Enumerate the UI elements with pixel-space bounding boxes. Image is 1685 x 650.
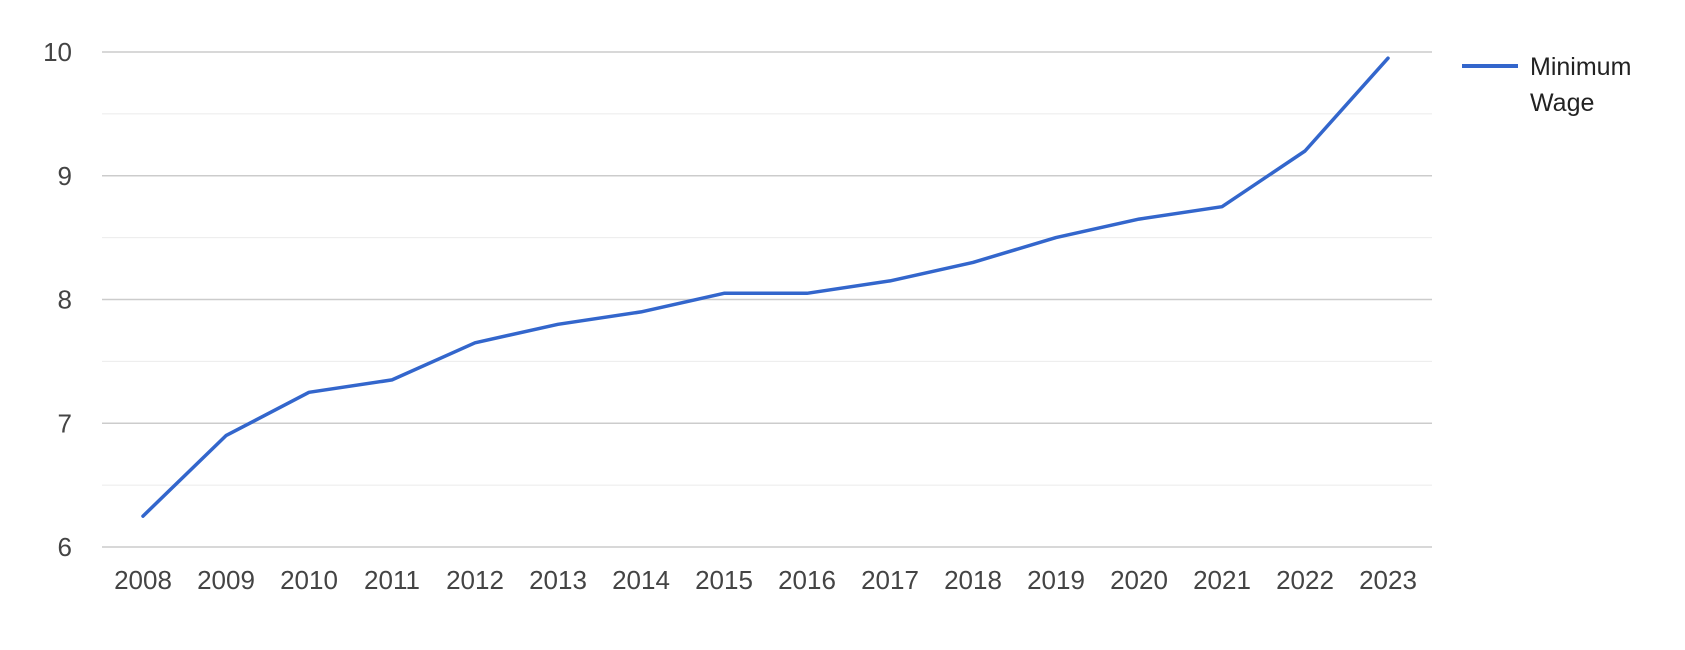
x-tick-label: 2022 [1276, 565, 1334, 595]
legend-label-line-1: Minimum [1530, 53, 1631, 81]
x-tick-label: 2018 [944, 565, 1002, 595]
x-tick-label: 2021 [1193, 565, 1251, 595]
x-axis-tick-labels: 2008 2009 2010 2011 2012 2013 2014 2015 2016 2017… [114, 565, 1417, 595]
x-tick-label: 2015 [695, 565, 753, 595]
legend-label-line-2: Wage [1530, 89, 1594, 117]
series-line-minimum-wage [141, 56, 1390, 518]
y-tick-label: 10 [43, 37, 72, 67]
x-tick-label: 2020 [1110, 565, 1168, 595]
x-tick-label: 2011 [364, 565, 420, 595]
y-axis-tick-labels: 6 7 8 9 10 [43, 37, 72, 562]
x-tick-label: 2019 [1027, 565, 1085, 595]
x-tick-label: 2017 [861, 565, 919, 595]
legend: Minimum Wage [1462, 53, 1631, 117]
y-tick-label: 7 [58, 408, 72, 438]
x-tick-label: 2012 [446, 565, 504, 595]
gridlines [102, 51, 1432, 548]
x-tick-label: 2009 [197, 565, 255, 595]
x-tick-label: 2010 [280, 565, 338, 595]
y-tick-label: 9 [58, 161, 72, 191]
x-tick-label: 2023 [1359, 565, 1417, 595]
series-layer [141, 56, 1390, 518]
x-tick-label: 2008 [114, 565, 172, 595]
y-tick-label: 8 [58, 285, 72, 315]
x-tick-label: 2016 [778, 565, 836, 595]
x-tick-label: 2013 [529, 565, 587, 595]
x-tick-label: 2014 [612, 565, 670, 595]
y-tick-label: 6 [58, 532, 72, 562]
